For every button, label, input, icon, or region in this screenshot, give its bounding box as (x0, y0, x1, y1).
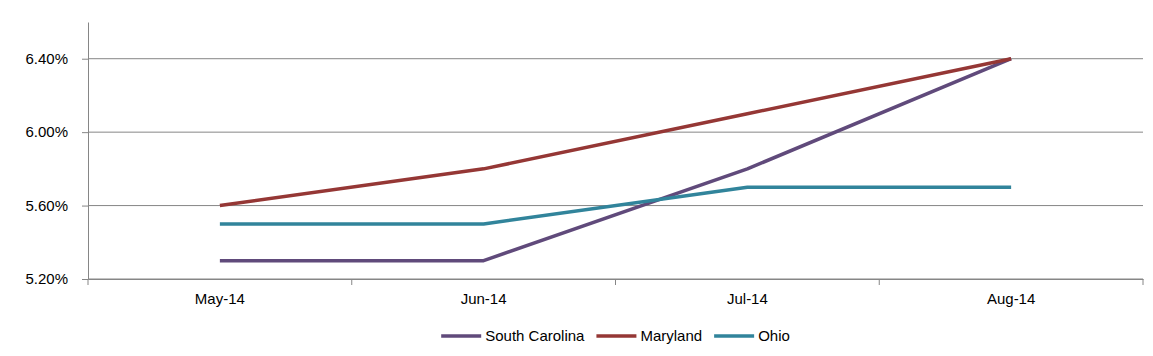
category-divider (615, 279, 616, 285)
category-divider (351, 279, 352, 285)
legend-label: Maryland (640, 327, 702, 344)
x-axis: May-14 Jun-14 Jul-14 Aug-14 (89, 279, 1144, 307)
grid-line (88, 58, 1143, 59)
legend-label: Ohio (758, 327, 790, 344)
legend-swatch (596, 334, 636, 338)
chart: 5.20% 5.60% 6.00% 6.40% May-14 Jun-14 Jul-14 Au… (0, 0, 1153, 356)
grid-line (88, 132, 1143, 133)
legend: South Carolina Maryland Ohio (441, 327, 790, 344)
x-tick: Jun-14 (461, 279, 507, 307)
y-tick: 6.00% (25, 123, 88, 140)
category-divider (88, 279, 89, 285)
category-divider (1143, 279, 1144, 285)
legend-item: Maryland (596, 327, 702, 344)
legend-item: Ohio (714, 327, 790, 344)
series-line (220, 59, 1011, 206)
category-divider (879, 279, 880, 285)
x-tick: Aug-14 (987, 279, 1035, 307)
legend-swatch (714, 334, 754, 338)
y-tick-mark (82, 59, 88, 60)
category-dividers (88, 279, 1143, 285)
x-tick: May-14 (195, 279, 245, 307)
plot-area (220, 59, 1011, 261)
x-tick-label: Aug-14 (987, 290, 1035, 307)
y-tick-mark (82, 206, 88, 207)
y-tick-label: 5.20% (25, 270, 68, 287)
x-tick-label: Jul-14 (727, 290, 768, 307)
x-tick: Jul-14 (727, 279, 768, 307)
x-tick-label: May-14 (195, 290, 245, 307)
y-tick-mark (82, 132, 88, 133)
y-tick: 6.40% (25, 50, 88, 67)
series-line (220, 59, 1011, 261)
series-line (220, 187, 1011, 224)
y-axis: 5.20% 5.60% 6.00% 6.40% (25, 23, 88, 288)
y-tick-mark (82, 279, 88, 280)
y-tick-label: 6.40% (25, 50, 68, 67)
legend-item: South Carolina (441, 327, 585, 344)
x-tick-label: Jun-14 (461, 290, 507, 307)
legend-swatch (441, 334, 481, 338)
legend-label: South Carolina (485, 327, 585, 344)
y-tick: 5.20% (25, 270, 88, 287)
y-axis-line (88, 23, 89, 280)
y-tick-label: 5.60% (25, 197, 68, 214)
y-tick-label: 6.00% (25, 123, 68, 140)
grid (88, 59, 1143, 279)
y-tick: 5.60% (25, 197, 88, 214)
